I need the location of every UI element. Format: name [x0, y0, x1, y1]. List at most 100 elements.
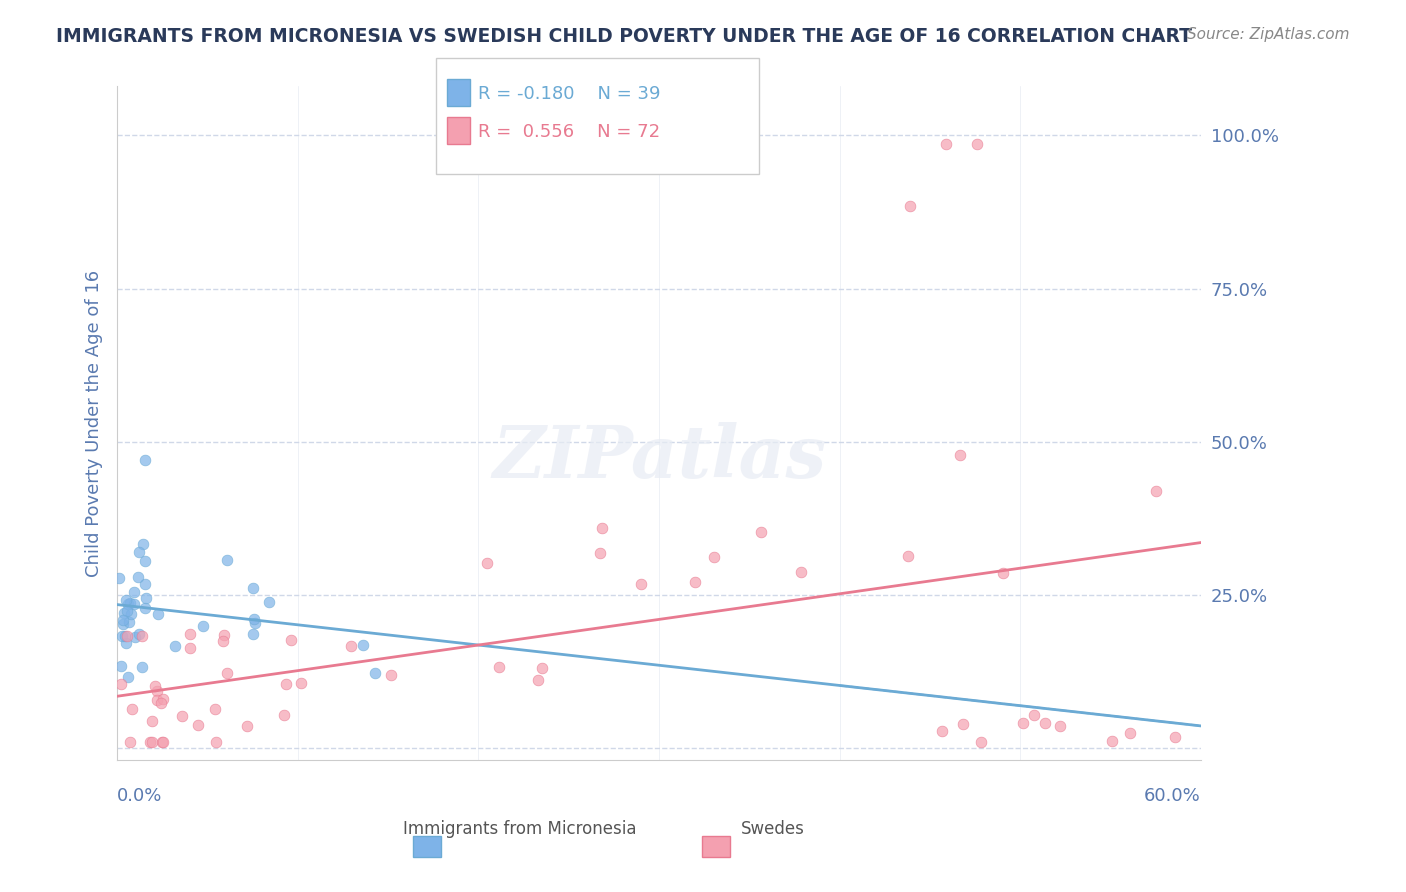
Point — [966, 137, 988, 152]
Point — [789, 565, 811, 579]
Point — [179, 640, 201, 655]
Point — [1234, 573, 1257, 587]
Text: ZIPatlas: ZIPatlas — [492, 422, 827, 492]
Point — [108, 570, 131, 584]
Point — [110, 629, 132, 643]
Text: Source: ZipAtlas.com: Source: ZipAtlas.com — [1187, 27, 1350, 42]
Point — [949, 448, 972, 462]
Point — [121, 702, 143, 716]
Point — [187, 717, 209, 731]
Point — [146, 693, 169, 707]
Point — [685, 574, 707, 589]
Point — [488, 659, 510, 673]
Point — [340, 639, 363, 653]
Point — [118, 596, 141, 610]
Point — [128, 627, 150, 641]
Point — [591, 521, 613, 535]
Point — [114, 606, 136, 620]
Point — [152, 735, 174, 749]
Point — [141, 714, 163, 728]
Point — [1403, 726, 1406, 740]
Point — [1391, 726, 1406, 740]
Point — [110, 677, 132, 691]
Point — [114, 593, 136, 607]
Point — [898, 199, 921, 213]
Point — [148, 607, 170, 621]
Point — [139, 735, 162, 749]
Point — [124, 631, 146, 645]
Point — [215, 553, 238, 567]
Point — [243, 611, 266, 625]
Point — [703, 550, 725, 565]
Point — [290, 676, 312, 690]
Point — [132, 536, 155, 550]
Point — [131, 629, 153, 643]
Point — [897, 549, 920, 564]
Point — [1101, 734, 1123, 748]
Point — [970, 734, 993, 748]
Point — [172, 709, 194, 723]
Point — [380, 668, 402, 682]
Point — [1024, 707, 1046, 722]
Point — [257, 595, 280, 609]
Point — [1268, 728, 1291, 742]
Point — [122, 597, 145, 611]
Y-axis label: Child Poverty Under the Age of 16: Child Poverty Under the Age of 16 — [86, 270, 103, 577]
Point — [191, 618, 214, 632]
Point — [1260, 185, 1282, 199]
Point — [1350, 409, 1372, 424]
Point — [1012, 715, 1035, 730]
Point — [630, 576, 652, 591]
Text: 60.0%: 60.0% — [1144, 787, 1201, 805]
Text: 0.0%: 0.0% — [117, 787, 163, 805]
Point — [141, 735, 163, 749]
Point — [1346, 460, 1368, 475]
Point — [128, 545, 150, 559]
Point — [134, 453, 156, 467]
Point — [131, 660, 153, 674]
Point — [134, 554, 156, 568]
Point — [115, 603, 138, 617]
Point — [530, 660, 553, 674]
Point — [280, 632, 302, 647]
Point — [212, 628, 235, 642]
Point — [134, 600, 156, 615]
Point — [115, 635, 138, 649]
Point — [475, 556, 498, 570]
Point — [118, 735, 141, 749]
Point — [749, 524, 772, 539]
Point — [952, 716, 974, 731]
Point — [236, 719, 259, 733]
Point — [1164, 730, 1187, 744]
Point — [242, 627, 264, 641]
Point — [117, 670, 139, 684]
Point — [1303, 430, 1326, 444]
Point — [110, 659, 132, 673]
Point — [242, 582, 264, 596]
Text: R =  0.556    N = 72: R = 0.556 N = 72 — [478, 123, 661, 141]
Point — [127, 570, 149, 584]
Point — [243, 615, 266, 630]
Point — [120, 607, 142, 622]
Point — [111, 613, 134, 627]
Point — [117, 629, 139, 643]
Point — [118, 615, 141, 629]
Point — [179, 626, 201, 640]
Point — [204, 702, 226, 716]
Point — [1119, 726, 1142, 740]
Point — [931, 723, 953, 738]
Point — [134, 577, 156, 591]
Point — [135, 591, 157, 606]
Point — [212, 634, 235, 648]
Text: R = -0.180    N = 39: R = -0.180 N = 39 — [478, 85, 661, 103]
Point — [352, 639, 374, 653]
Text: Swedes: Swedes — [741, 821, 806, 838]
Text: IMMIGRANTS FROM MICRONESIA VS SWEDISH CHILD POVERTY UNDER THE AGE OF 16 CORRELAT: IMMIGRANTS FROM MICRONESIA VS SWEDISH CH… — [56, 27, 1192, 45]
Point — [589, 545, 612, 559]
Point — [991, 566, 1014, 580]
Point — [205, 735, 228, 749]
Point — [163, 639, 186, 653]
Point — [1033, 715, 1056, 730]
Point — [217, 666, 239, 681]
Point — [935, 137, 957, 152]
